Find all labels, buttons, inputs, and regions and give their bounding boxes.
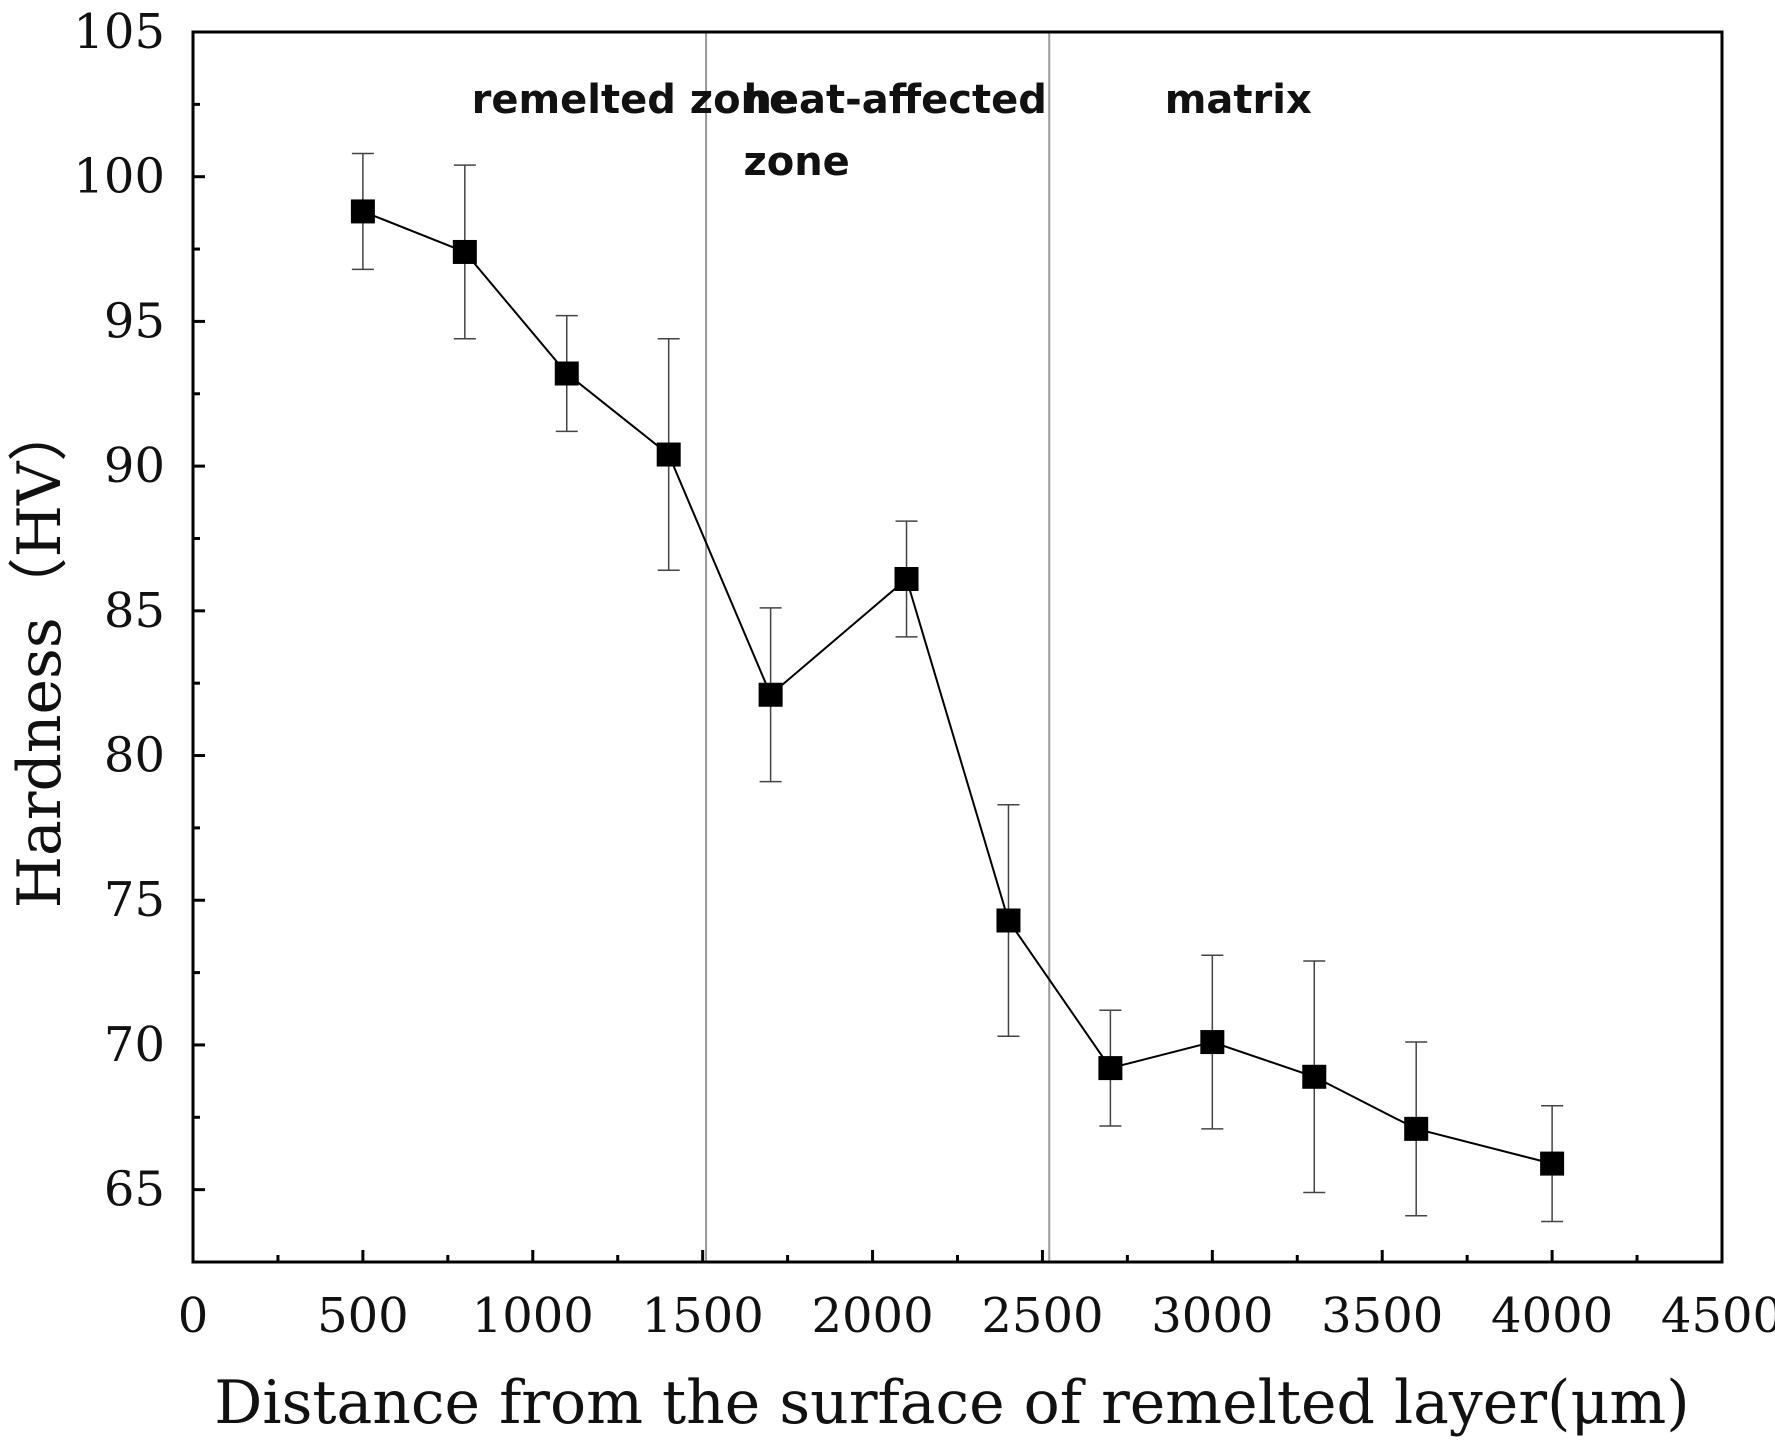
y-tick-label: 70 — [104, 1017, 165, 1073]
zone-label-line: heat-affected — [743, 77, 1046, 123]
y-tick-label: 100 — [73, 149, 165, 205]
data-point — [1098, 1056, 1123, 1081]
y-tick-label: 90 — [104, 438, 165, 494]
y-tick-label: 80 — [104, 728, 165, 784]
data-point — [656, 442, 681, 467]
data-point — [1302, 1064, 1327, 1089]
data-point — [894, 566, 919, 591]
zone-label-line: remelted zone — [472, 77, 797, 123]
data-point — [350, 199, 375, 224]
zone-label-line: matrix — [1165, 77, 1312, 123]
x-tick-label: 3000 — [1151, 1288, 1273, 1344]
x-tick-label: 0 — [178, 1288, 209, 1344]
x-tick-label: 1000 — [472, 1288, 594, 1344]
zone-label-3: matrix — [1165, 77, 1312, 123]
data-markers — [350, 199, 1565, 1176]
data-point — [1404, 1116, 1429, 1141]
x-tick-label: 4000 — [1491, 1288, 1613, 1344]
zone-boundaries — [705, 32, 1051, 1262]
data-point — [1200, 1030, 1225, 1055]
plot-frame — [191, 30, 1724, 1264]
y-tick-label: 75 — [104, 872, 165, 928]
series-line-1 — [362, 210, 1553, 1165]
data-point — [554, 361, 579, 386]
y-tick-label: 65 — [104, 1162, 165, 1218]
y-tick-label: 85 — [104, 583, 165, 639]
zone-label-line: zone — [743, 139, 849, 185]
y-tick-label: 105 — [73, 4, 165, 60]
axes: 0 500 1000 1500 2000 2500 3000 3500 4000 4500 65 70… — [73, 4, 1775, 1344]
x-tick-label: 1500 — [642, 1288, 764, 1344]
zone-label-1: remelted zone — [472, 77, 797, 123]
data-point — [758, 682, 783, 707]
x-tick-label: 3500 — [1321, 1288, 1443, 1344]
x-tick-label: 2500 — [981, 1288, 1103, 1344]
x-tick-label: 4500 — [1661, 1288, 1775, 1344]
x-axis-title: Distance from the surface of remelted la… — [214, 1368, 1689, 1438]
x-tick-label: 2000 — [811, 1288, 933, 1344]
x-tick-label: 500 — [317, 1288, 409, 1344]
zone-label-2: heat-affected zone — [743, 77, 1046, 185]
error-bars — [351, 152, 1564, 1223]
data-point — [1540, 1151, 1565, 1176]
y-tick-label: 95 — [104, 293, 165, 349]
series-line-group — [362, 210, 1553, 1165]
data-point — [452, 239, 477, 264]
data-point — [996, 908, 1021, 933]
y-axis-title: Hardness（HV） — [5, 402, 75, 909]
